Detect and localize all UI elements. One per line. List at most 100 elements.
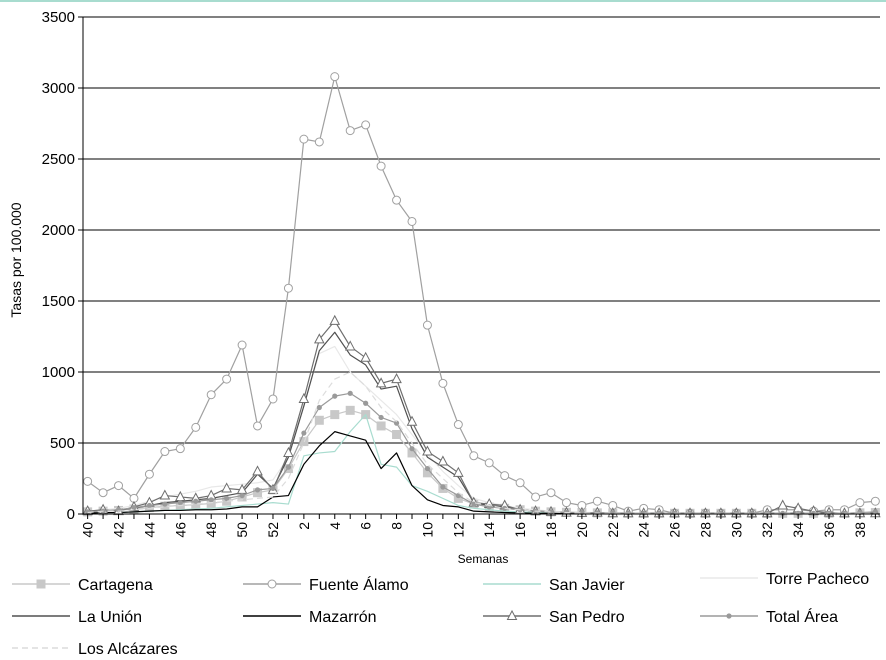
- legend-item: Fuente Álamo: [243, 575, 409, 594]
- x-tick-label: 28: [697, 522, 713, 538]
- data-point: [777, 499, 789, 510]
- data-point: [221, 482, 232, 493]
- data-point: [749, 510, 755, 516]
- x-tick-label: 10: [419, 522, 435, 538]
- data-point: [332, 393, 338, 399]
- x-tick-label: 40: [80, 522, 96, 538]
- data-point: [592, 496, 602, 506]
- series-4: [87, 331, 876, 514]
- data-point: [177, 500, 183, 506]
- x-tick-label: 8: [389, 522, 405, 530]
- y-tick-label: 2500: [42, 151, 75, 168]
- data-point: [424, 465, 431, 472]
- data-point: [391, 373, 402, 384]
- data-point: [870, 496, 880, 506]
- x-axis-label: Semanas: [458, 552, 509, 566]
- data-point: [641, 510, 647, 516]
- x-tick-label: 50: [234, 522, 250, 538]
- data-point: [162, 501, 168, 507]
- data-point: [484, 458, 494, 468]
- data-point: [159, 489, 171, 500]
- x-tick-label: 24: [636, 522, 652, 538]
- data-point: [131, 505, 137, 511]
- series-8: [87, 371, 876, 514]
- data-point: [208, 497, 214, 503]
- data-point: [347, 390, 353, 396]
- data-point: [471, 501, 477, 507]
- data-point: [855, 498, 865, 508]
- x-tick-label: 34: [790, 522, 806, 538]
- data-point: [393, 420, 400, 426]
- x-tick-label: 48: [203, 522, 219, 538]
- series-line: [87, 331, 876, 514]
- legend-item: San Pedro: [483, 609, 625, 626]
- data-point: [254, 487, 261, 493]
- data-point: [440, 484, 446, 490]
- series-line: [87, 345, 876, 514]
- data-point: [376, 421, 386, 431]
- y-tick-label: 3500: [42, 9, 75, 26]
- series-layer: [82, 72, 881, 518]
- data-point: [301, 430, 307, 436]
- legend-marker: [506, 609, 518, 620]
- data-point: [392, 195, 402, 205]
- data-point: [422, 468, 432, 478]
- data-point: [407, 216, 417, 226]
- data-point: [378, 414, 384, 421]
- data-point: [206, 390, 216, 400]
- data-point: [224, 495, 230, 501]
- data-point: [253, 421, 263, 431]
- data-point: [409, 446, 415, 452]
- data-point: [345, 405, 355, 415]
- data-point: [515, 478, 525, 488]
- data-point: [314, 137, 324, 147]
- x-tick-label: 36: [821, 522, 837, 538]
- data-point: [144, 469, 154, 479]
- x-tick-label: 18: [543, 522, 559, 538]
- legend-marker: [726, 613, 732, 619]
- gridlines: [83, 16, 880, 444]
- legend-label: Los Alcázares: [78, 641, 178, 655]
- data-point: [422, 320, 432, 330]
- data-point: [222, 496, 232, 506]
- data-point: [531, 492, 541, 502]
- data-point: [780, 510, 786, 516]
- data-point: [407, 448, 417, 458]
- x-tick-label: 46: [172, 522, 188, 538]
- legend-item: Cartagena: [12, 577, 153, 594]
- data-point: [160, 447, 170, 457]
- data-point: [376, 161, 386, 171]
- data-point: [285, 464, 292, 470]
- data-point: [453, 493, 463, 503]
- data-point: [546, 488, 556, 498]
- legend-label: San Javier: [549, 577, 625, 594]
- legend-item: Mazarrón: [243, 609, 377, 626]
- data-point: [548, 509, 554, 515]
- data-point: [193, 498, 199, 504]
- data-point: [500, 471, 510, 481]
- x-tick-label: 32: [759, 522, 775, 538]
- data-point: [283, 446, 294, 457]
- legend-label: Mazarrón: [309, 609, 377, 626]
- data-point: [422, 445, 433, 456]
- data-point: [375, 377, 387, 388]
- data-point: [810, 510, 817, 516]
- data-point: [330, 410, 340, 420]
- x-tick-label: 12: [450, 522, 466, 538]
- x-tick-label: 16: [512, 522, 528, 538]
- data-point: [175, 444, 185, 454]
- data-point: [360, 351, 371, 362]
- data-point: [872, 509, 878, 515]
- x-tick-label: 38: [852, 522, 868, 538]
- data-point: [222, 374, 232, 384]
- data-point: [237, 340, 247, 350]
- data-point: [438, 378, 448, 388]
- legend-item: Torre Pacheco: [700, 571, 869, 588]
- data-point: [268, 394, 278, 404]
- legend-label: Total Área: [766, 607, 838, 626]
- data-point: [253, 488, 263, 498]
- data-point: [114, 481, 124, 491]
- series-1: [83, 72, 880, 518]
